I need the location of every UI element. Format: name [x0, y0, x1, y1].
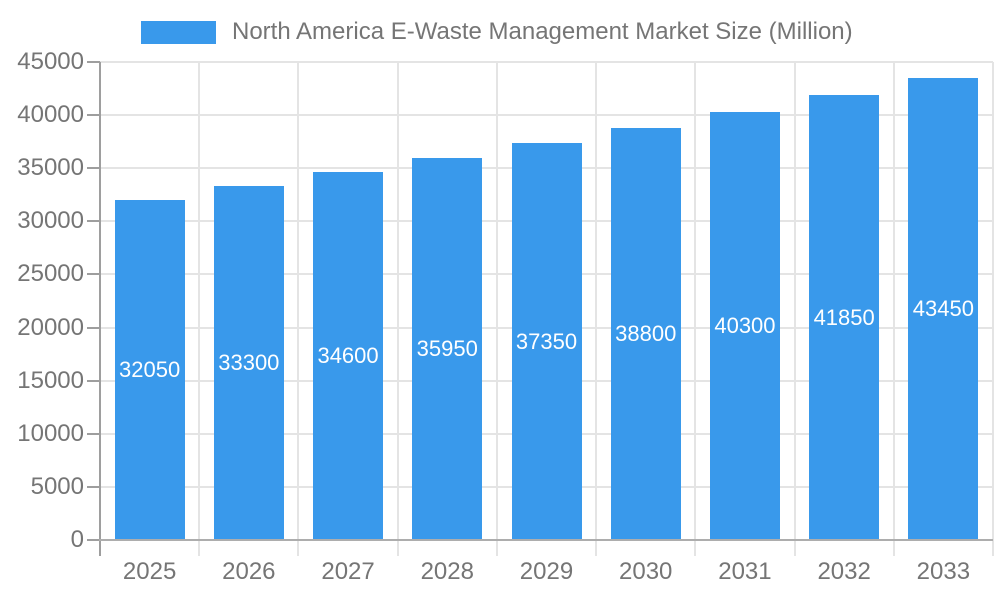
y-tick-label: 25000 — [17, 260, 84, 288]
bar[interactable] — [213, 186, 284, 540]
bar-value-label: 32050 — [119, 356, 181, 382]
y-tick-mark — [87, 220, 100, 223]
x-gridline — [793, 62, 796, 556]
y-gridline — [100, 114, 993, 117]
x-tick-label: 2032 — [817, 558, 871, 585]
y-tick-mark — [87, 326, 100, 329]
x-tick-label: 2031 — [718, 558, 772, 585]
legend-swatch[interactable] — [141, 20, 216, 44]
bar[interactable] — [709, 111, 780, 540]
x-tick-label: 2029 — [519, 558, 574, 585]
x-axis-line — [99, 539, 993, 541]
x-gridline — [892, 62, 895, 556]
x-gridline — [595, 62, 598, 556]
bar[interactable] — [114, 199, 185, 540]
y-tick-mark — [87, 379, 100, 382]
y-tick-mark — [87, 432, 100, 435]
x-gridline — [992, 62, 994, 556]
y-tick-label: 0 — [70, 526, 84, 553]
y-axis-line — [99, 62, 101, 556]
y-tick-label: 20000 — [17, 313, 84, 341]
x-tick-label: 2025 — [122, 558, 177, 585]
y-tick-label: 45000 — [17, 48, 84, 75]
x-gridline — [694, 62, 697, 556]
x-tick-label: 2028 — [420, 558, 474, 585]
bar-value-label: 33300 — [218, 350, 280, 376]
x-gridline — [396, 62, 399, 556]
bar[interactable] — [412, 158, 483, 540]
legend-label: North America E-Waste Management Market … — [232, 18, 853, 45]
y-tick-label: 15000 — [17, 366, 84, 394]
y-tick-mark — [87, 539, 100, 541]
legend: North America E-Waste Management Market … — [141, 18, 853, 46]
bar[interactable] — [511, 143, 582, 540]
bar-value-label: 37350 — [515, 328, 578, 354]
y-gridline — [100, 61, 993, 63]
y-tick-mark — [87, 61, 100, 63]
y-tick-label: 30000 — [17, 207, 84, 235]
y-tick-mark — [87, 273, 100, 276]
y-tick-label: 5000 — [30, 472, 84, 500]
bar-value-label: 41850 — [813, 304, 875, 330]
bar-value-label: 34600 — [317, 343, 379, 369]
x-gridline — [297, 62, 300, 556]
y-tick-mark — [87, 114, 100, 117]
x-tick-label: 2026 — [222, 558, 276, 585]
bar[interactable] — [610, 127, 681, 540]
bar[interactable] — [908, 78, 979, 540]
y-tick-mark — [87, 485, 100, 488]
y-tick-mark — [87, 167, 100, 170]
bar[interactable] — [313, 172, 384, 540]
x-tick-label: 2027 — [321, 558, 375, 585]
y-tick-label: 10000 — [17, 419, 84, 447]
bar[interactable] — [809, 95, 880, 540]
bar-value-label: 35950 — [416, 336, 478, 362]
y-tick-label: 35000 — [17, 154, 84, 182]
bar-value-label: 40300 — [714, 312, 776, 338]
bar-value-label: 38800 — [615, 320, 677, 346]
x-tick-label: 2033 — [916, 558, 971, 585]
y-tick-label: 40000 — [17, 101, 84, 129]
x-gridline — [198, 62, 201, 556]
x-gridline — [495, 62, 498, 556]
bar-value-label: 43450 — [912, 296, 974, 322]
x-tick-label: 2030 — [619, 558, 673, 585]
